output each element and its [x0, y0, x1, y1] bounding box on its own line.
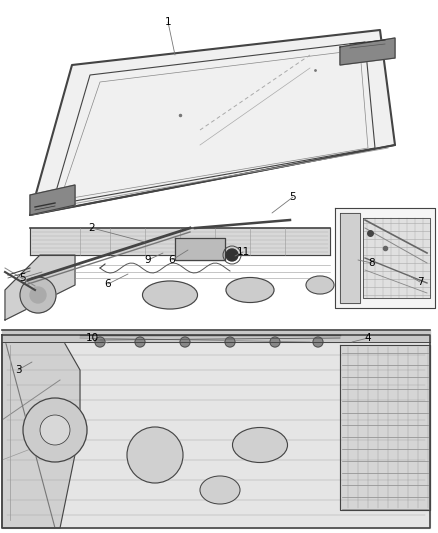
Circle shape	[270, 337, 280, 347]
Ellipse shape	[233, 427, 287, 463]
Polygon shape	[340, 213, 360, 303]
Ellipse shape	[306, 276, 334, 294]
Ellipse shape	[226, 278, 274, 303]
Polygon shape	[5, 255, 75, 320]
Circle shape	[30, 287, 46, 303]
Circle shape	[180, 337, 190, 347]
Text: 10: 10	[85, 333, 99, 343]
Ellipse shape	[200, 476, 240, 504]
Text: 4: 4	[365, 333, 371, 343]
Text: 5: 5	[290, 192, 297, 202]
Polygon shape	[30, 185, 75, 215]
Text: 5: 5	[19, 273, 25, 283]
Circle shape	[20, 277, 56, 313]
Circle shape	[226, 249, 238, 261]
Polygon shape	[363, 218, 430, 298]
Polygon shape	[30, 228, 330, 255]
Circle shape	[135, 337, 145, 347]
Circle shape	[127, 427, 183, 483]
Text: 2: 2	[88, 223, 95, 233]
Text: 11: 11	[237, 247, 250, 257]
Polygon shape	[340, 38, 395, 65]
Polygon shape	[2, 330, 430, 342]
Text: 1: 1	[165, 17, 171, 27]
Polygon shape	[2, 335, 80, 528]
Polygon shape	[335, 208, 435, 308]
Text: 9: 9	[145, 255, 151, 265]
Polygon shape	[340, 345, 430, 510]
Polygon shape	[30, 30, 395, 215]
Text: 6: 6	[105, 279, 111, 289]
Ellipse shape	[142, 281, 198, 309]
Polygon shape	[2, 335, 430, 528]
Circle shape	[313, 337, 323, 347]
Text: 6: 6	[169, 255, 175, 265]
Circle shape	[225, 337, 235, 347]
Circle shape	[23, 398, 87, 462]
Text: 7: 7	[417, 277, 423, 287]
Text: 8: 8	[369, 258, 375, 268]
Text: 3: 3	[15, 365, 21, 375]
Circle shape	[40, 415, 70, 445]
Polygon shape	[175, 238, 225, 260]
Circle shape	[95, 337, 105, 347]
